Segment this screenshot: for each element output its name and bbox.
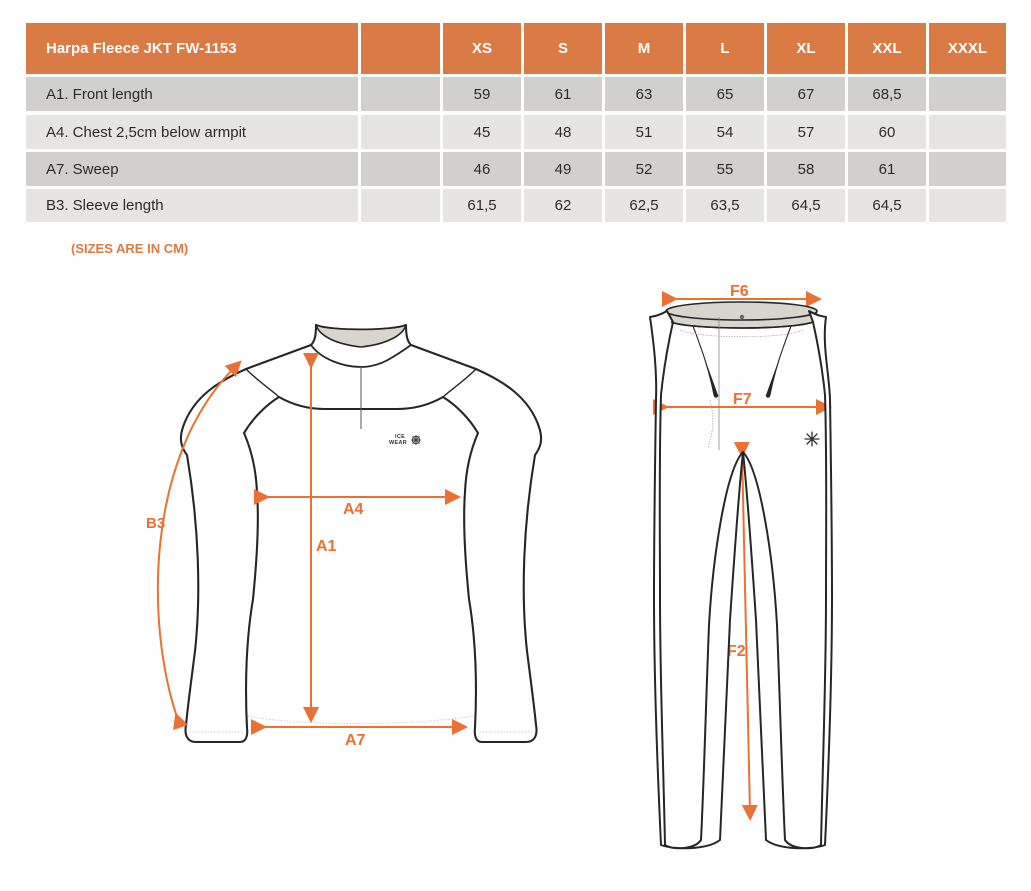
svg-text:A1: A1: [316, 538, 337, 555]
svg-text:A4: A4: [343, 501, 364, 518]
svg-text:A7: A7: [345, 732, 366, 749]
svg-text:B3: B3: [146, 515, 165, 532]
